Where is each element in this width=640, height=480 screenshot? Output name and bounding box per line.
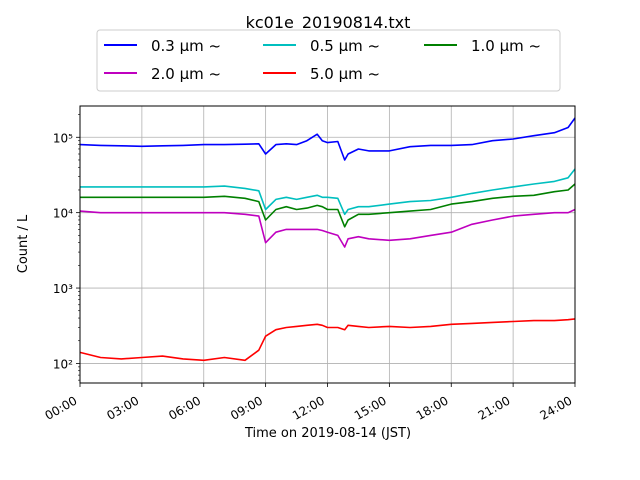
y-axis-ticks: 10² 10³ 10⁴ 10⁵	[53, 114, 80, 381]
series-line-4	[79, 318, 576, 362]
legend-label-0: 0.3 μm ~	[151, 37, 221, 55]
x-axis-label: Time on 2019-08-14 (JST)	[244, 426, 411, 441]
legend: 0.3 μm ~ 0.5 μm ~ 1.0 μm ~ 2.0 μm ~ 5.0 μm ~	[96, 29, 561, 92]
legend-label-3: 2.0 μm ~	[151, 65, 221, 83]
series-line-2	[80, 183, 576, 228]
y-tick-label: 10²	[53, 357, 73, 371]
legend-label-2: 1.0 μm ~	[471, 37, 541, 55]
series-lines	[79, 117, 576, 362]
y-axis-label: Count / L	[16, 214, 31, 273]
y-tick-label: 10⁵	[53, 131, 73, 145]
series-line-1	[80, 168, 576, 216]
legend-label-1: 0.5 μm ~	[310, 37, 380, 55]
y-tick-label: 10⁴	[53, 207, 73, 221]
y-tick-label: 10³	[53, 282, 73, 296]
chart-title: kc01e_20190814.txt	[246, 13, 411, 33]
series-line-0	[79, 117, 576, 161]
legend-label-4: 5.0 μm ~	[310, 65, 380, 83]
series-line-3	[79, 208, 576, 248]
